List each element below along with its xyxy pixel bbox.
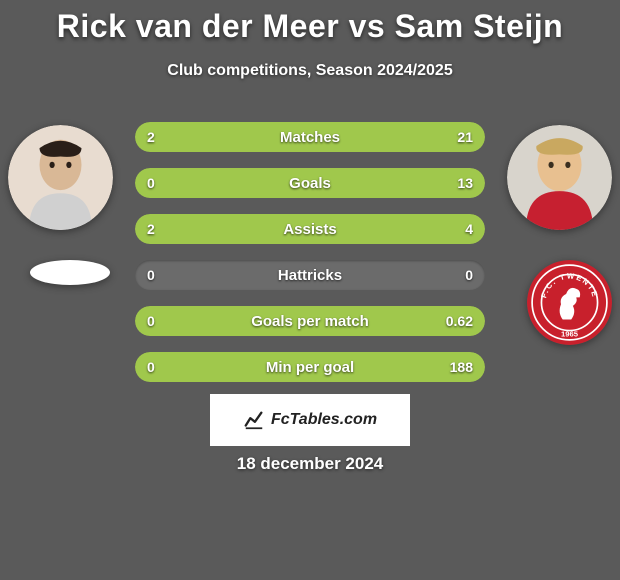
page-subtitle: Club competitions, Season 2024/2025: [0, 62, 620, 80]
stat-label: Matches: [135, 122, 485, 152]
person-icon: [507, 125, 612, 230]
player-left-club-badge: [30, 260, 110, 285]
club-year: 1965: [561, 330, 579, 339]
stat-row: 221Matches: [135, 122, 485, 152]
stat-label: Goals per match: [135, 306, 485, 336]
stat-label: Hattricks: [135, 260, 485, 290]
stat-label: Min per goal: [135, 352, 485, 382]
player-left-avatar: [8, 125, 113, 230]
comparison-infographic: Rick van der Meer vs Sam Steijn Club com…: [0, 0, 620, 580]
stat-rows: 221Matches 013Goals 24Assists 00Hattricks 00…: [135, 122, 485, 398]
chart-line-icon: [243, 409, 265, 431]
date-text: 18 december 2024: [0, 454, 620, 474]
stat-row: 00Hattricks: [135, 260, 485, 290]
stat-row: 013Goals: [135, 168, 485, 198]
page-title: Rick van der Meer vs Sam Steijn: [0, 8, 620, 45]
attribution-text: FcTables.com: [271, 411, 377, 429]
player-right-club-badge: F.C. TWENTE 1965: [527, 260, 612, 345]
stat-label: Assists: [135, 214, 485, 244]
stat-row: 0188Min per goal: [135, 352, 485, 382]
stat-row: 24Assists: [135, 214, 485, 244]
attribution-badge: FcTables.com: [210, 394, 410, 446]
stat-label: Goals: [135, 168, 485, 198]
player-right-avatar: [507, 125, 612, 230]
person-icon: [8, 125, 113, 230]
stat-row: 00.62Goals per match: [135, 306, 485, 336]
club-crest-icon: F.C. TWENTE 1965: [527, 260, 612, 345]
